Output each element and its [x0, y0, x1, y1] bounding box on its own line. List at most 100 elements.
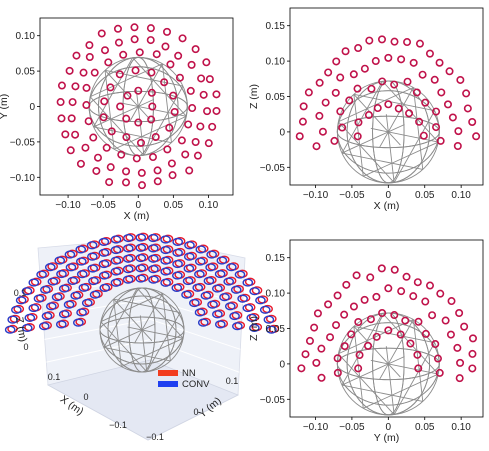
marker-conv: [148, 254, 159, 263]
marker: [384, 53, 393, 62]
marker: [330, 136, 339, 145]
pane-floor: [46, 359, 239, 441]
marker: [435, 368, 444, 377]
sphere-chord: [139, 315, 148, 372]
marker-conv: [87, 264, 99, 273]
marker: [146, 24, 155, 33]
marker: [453, 343, 462, 352]
marker: [401, 316, 410, 325]
marker: [85, 41, 94, 50]
sphere-chord: [134, 293, 164, 344]
marker: [81, 143, 90, 152]
marker: [312, 142, 321, 151]
marker: [317, 373, 326, 382]
marker: [147, 115, 156, 124]
marker: [394, 104, 403, 113]
sphere-chord: [104, 69, 151, 120]
marker-conv: [110, 278, 122, 287]
marker: [367, 84, 376, 93]
marker-conv: [259, 305, 271, 314]
x-tick-label: −0.05: [91, 200, 117, 211]
marker: [472, 132, 481, 141]
marker-conv: [21, 323, 33, 333]
marker: [203, 107, 212, 116]
marker-conv: [99, 283, 111, 292]
marker-conv: [135, 274, 147, 283]
marker: [57, 114, 66, 123]
marker: [101, 46, 110, 55]
sphere-chord: [412, 87, 424, 170]
sphere-chord: [393, 110, 436, 183]
y-tick-label: 0: [193, 407, 198, 417]
sphere-chord: [93, 98, 155, 128]
sphere-chord: [104, 70, 115, 150]
marker: [366, 315, 375, 324]
marker: [104, 58, 113, 67]
x-axis-label: X (m): [374, 200, 400, 212]
marker-conv: [24, 313, 36, 322]
legend-label: CONV: [182, 379, 210, 390]
marker: [71, 82, 80, 91]
marker: [455, 374, 464, 383]
marker: [354, 118, 363, 127]
marker-conv: [160, 256, 171, 265]
grid-line: [149, 339, 240, 373]
y-axis-label: Z (m): [248, 84, 260, 109]
marker-conv: [70, 291, 81, 300]
sphere-chord: [341, 384, 423, 402]
marker: [205, 75, 214, 84]
y-tick-label: −0.10: [10, 173, 36, 184]
sphere-chord: [103, 288, 138, 348]
marker: [446, 330, 455, 339]
marker-conv: [148, 275, 159, 284]
marker: [99, 113, 108, 122]
marker-conv: [33, 294, 45, 303]
marker: [354, 44, 363, 53]
marker-conv: [212, 310, 223, 319]
marker: [406, 339, 415, 348]
grid-line: [149, 257, 244, 282]
marker-conv: [135, 253, 147, 263]
sphere-chord: [89, 96, 145, 156]
marker: [402, 272, 411, 281]
marker: [153, 177, 162, 186]
marker: [347, 330, 356, 339]
marker: [301, 350, 310, 359]
y-tick-label: 0.1: [226, 376, 239, 386]
marker: [360, 64, 369, 73]
marker: [208, 122, 217, 131]
marker: [317, 344, 326, 353]
marker: [65, 66, 74, 75]
marker: [436, 136, 445, 145]
marker: [396, 330, 405, 339]
marker-conv: [171, 283, 183, 292]
sphere-chord: [146, 312, 181, 372]
marker: [468, 117, 477, 126]
y-tick-label: −0.1: [146, 432, 164, 442]
marker-conv: [122, 254, 134, 263]
marker: [193, 151, 202, 160]
y-tick-label: 0.05: [16, 67, 36, 78]
sphere-chord: [103, 323, 156, 348]
marker: [56, 98, 65, 107]
marker: [419, 131, 428, 140]
sphere-chord: [363, 141, 439, 177]
marker: [371, 57, 380, 66]
sphere-chord: [104, 69, 184, 87]
marker: [84, 117, 93, 126]
y-tick-label: 0: [279, 127, 285, 138]
marker: [377, 264, 386, 273]
y-tick-label: 0: [279, 359, 285, 370]
marker: [332, 321, 341, 330]
marker: [409, 292, 418, 301]
marker: [448, 113, 457, 122]
marker: [349, 302, 358, 311]
sphere-chord: [341, 356, 405, 386]
sphere-chord: [338, 121, 395, 183]
marker: [456, 75, 465, 84]
marker-conv: [123, 244, 134, 253]
marker: [165, 123, 174, 132]
marker: [366, 273, 375, 282]
marker: [138, 181, 147, 190]
marker: [191, 137, 200, 146]
